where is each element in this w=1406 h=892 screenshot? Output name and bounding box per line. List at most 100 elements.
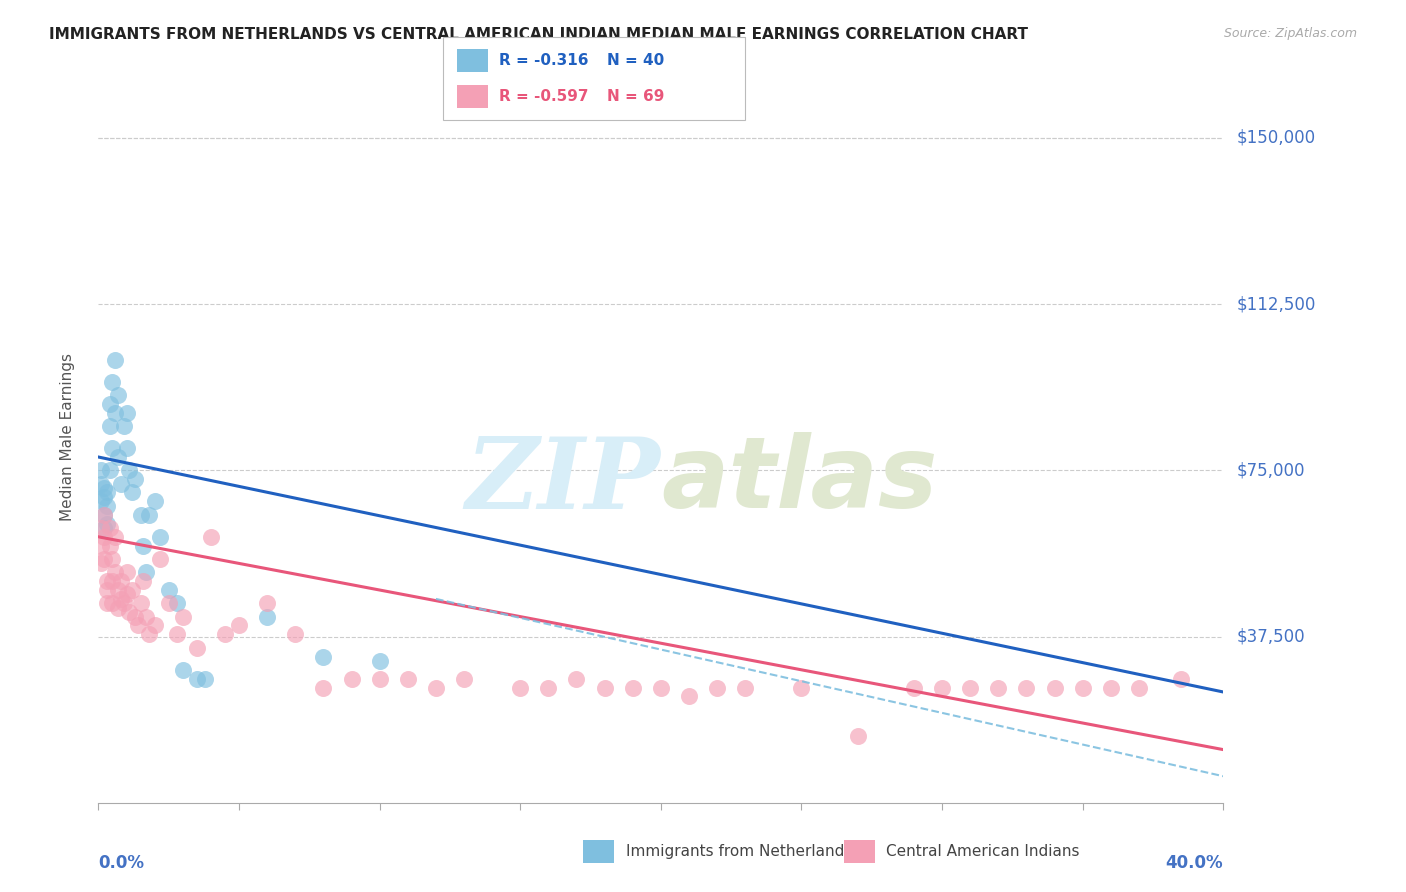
Point — [214, 627, 236, 641]
Point — [112, 596, 135, 610]
Point — [115, 441, 138, 455]
Text: Source: ZipAtlas.com: Source: ZipAtlas.com — [1223, 27, 1357, 40]
Point — [1071, 681, 1094, 695]
Point — [115, 406, 138, 420]
Text: R = -0.597: R = -0.597 — [499, 89, 589, 103]
Text: 40.0%: 40.0% — [1166, 854, 1223, 872]
Point — [132, 574, 155, 589]
Text: $37,500: $37,500 — [1237, 628, 1306, 646]
Text: Central American Indians: Central American Indians — [886, 845, 1080, 859]
Point — [396, 672, 419, 686]
Point — [96, 596, 118, 610]
Point — [143, 618, 166, 632]
Point — [104, 406, 127, 420]
Text: N = 40: N = 40 — [607, 54, 665, 68]
Point — [98, 463, 121, 477]
Point — [98, 539, 121, 553]
Point — [621, 681, 644, 695]
Point — [96, 485, 118, 500]
Point — [1099, 681, 1122, 695]
Point — [284, 627, 307, 641]
Point — [90, 494, 112, 508]
Point — [425, 681, 447, 695]
Point — [138, 508, 160, 522]
Point — [186, 672, 208, 686]
Point — [101, 552, 124, 566]
Text: $150,000: $150,000 — [1237, 128, 1316, 147]
Point — [118, 605, 141, 619]
Point — [96, 582, 118, 597]
Point — [509, 681, 531, 695]
Point — [93, 490, 115, 504]
Point — [96, 516, 118, 531]
Point — [104, 352, 127, 367]
Point — [90, 557, 112, 571]
Point — [98, 397, 121, 411]
Point — [93, 508, 115, 522]
Text: atlas: atlas — [661, 433, 938, 530]
Point — [121, 485, 143, 500]
Point — [138, 627, 160, 641]
Point — [194, 672, 217, 686]
Point — [135, 566, 157, 580]
Point — [107, 388, 129, 402]
Point — [537, 681, 560, 695]
Point — [112, 419, 135, 434]
Point — [115, 566, 138, 580]
Point — [1128, 681, 1150, 695]
Point — [149, 552, 172, 566]
Point — [101, 574, 124, 589]
Point — [101, 375, 124, 389]
Point — [959, 681, 981, 695]
Point — [90, 521, 112, 535]
Point — [166, 596, 188, 610]
Text: Immigrants from Netherlands: Immigrants from Netherlands — [626, 845, 852, 859]
Point — [1015, 681, 1038, 695]
Point — [93, 521, 115, 535]
Text: $112,500: $112,500 — [1237, 295, 1316, 313]
Point — [96, 574, 118, 589]
Point — [678, 690, 700, 704]
Point — [98, 521, 121, 535]
Point — [650, 681, 672, 695]
Text: ZIP: ZIP — [465, 433, 661, 529]
Point — [121, 582, 143, 597]
Point — [104, 566, 127, 580]
Point — [987, 681, 1010, 695]
Point — [98, 419, 121, 434]
Point — [107, 582, 129, 597]
Point — [129, 508, 152, 522]
Point — [107, 450, 129, 464]
Point — [132, 539, 155, 553]
Point — [93, 481, 115, 495]
Point — [846, 729, 869, 743]
Point — [149, 530, 172, 544]
Point — [90, 476, 112, 491]
Point — [101, 596, 124, 610]
Point — [166, 627, 188, 641]
Point — [124, 472, 146, 486]
Point — [790, 681, 813, 695]
Point — [118, 463, 141, 477]
Point — [903, 681, 925, 695]
Point — [172, 663, 194, 677]
Text: $75,000: $75,000 — [1237, 461, 1306, 479]
Point — [101, 441, 124, 455]
Text: N = 69: N = 69 — [607, 89, 665, 103]
Point — [157, 582, 180, 597]
Point — [256, 596, 278, 610]
Point — [172, 609, 194, 624]
Point — [368, 654, 391, 668]
Point — [256, 609, 278, 624]
Text: R = -0.316: R = -0.316 — [499, 54, 589, 68]
Point — [312, 649, 335, 664]
Point — [107, 600, 129, 615]
Point — [157, 596, 180, 610]
Point — [228, 618, 250, 632]
Point — [200, 530, 222, 544]
Point — [124, 609, 146, 624]
Point — [90, 539, 112, 553]
Point — [110, 591, 132, 606]
Point — [129, 596, 152, 610]
Point — [135, 609, 157, 624]
